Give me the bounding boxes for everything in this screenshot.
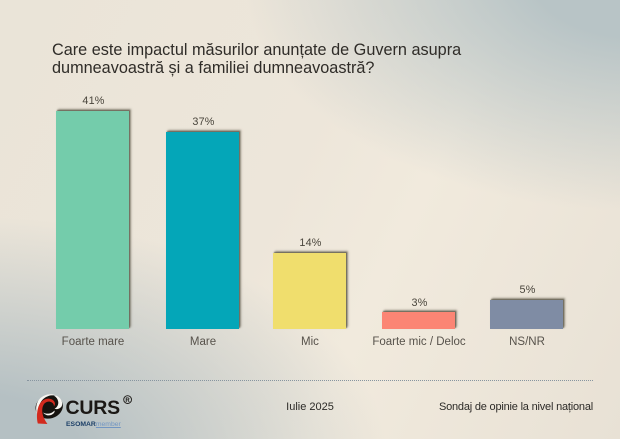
svg-text:R: R (125, 398, 130, 404)
